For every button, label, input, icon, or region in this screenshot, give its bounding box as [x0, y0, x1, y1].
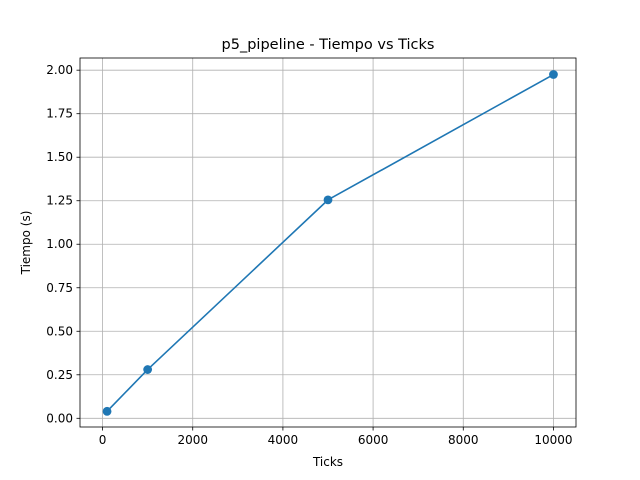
x-tick-label: 2000 — [177, 433, 208, 447]
plot-area-frame — [79, 57, 577, 428]
x-tick-label: 0 — [99, 433, 107, 447]
y-tick-label: 0.00 — [46, 411, 73, 425]
x-tick-label: 6000 — [358, 433, 389, 447]
grid — [80, 58, 576, 427]
x-tick-label: 8000 — [448, 433, 479, 447]
series-line — [105, 73, 555, 413]
y-tick-label: 1.00 — [46, 237, 73, 251]
y-tick-label: 2.00 — [46, 63, 73, 77]
y-axis-title: Tiempo (s) — [19, 211, 33, 276]
y-tick-label: 0.25 — [46, 368, 73, 382]
y-tick-label: 0.50 — [46, 324, 73, 338]
data-point — [323, 195, 333, 205]
y-tick-label: 1.75 — [46, 107, 73, 121]
data-point — [549, 70, 558, 79]
y-tick-label: 1.50 — [46, 150, 73, 164]
axis-ticks: 0 2000 4000 6000 8000 10000 0.00 0.25 0.50 0.75 1.… — [46, 63, 572, 447]
y-tick-label: 1.25 — [46, 194, 73, 208]
data-point — [143, 365, 153, 374]
series-layer — [102, 70, 558, 416]
x-axis-title: Ticks — [312, 455, 343, 469]
data-point — [102, 406, 112, 416]
x-tick-label: 10000 — [534, 433, 572, 447]
x-tick-label: 4000 — [268, 433, 299, 447]
chart-title: p5_pipeline - Tiempo vs Ticks — [222, 37, 435, 53]
y-tick-label: 0.75 — [46, 281, 73, 295]
